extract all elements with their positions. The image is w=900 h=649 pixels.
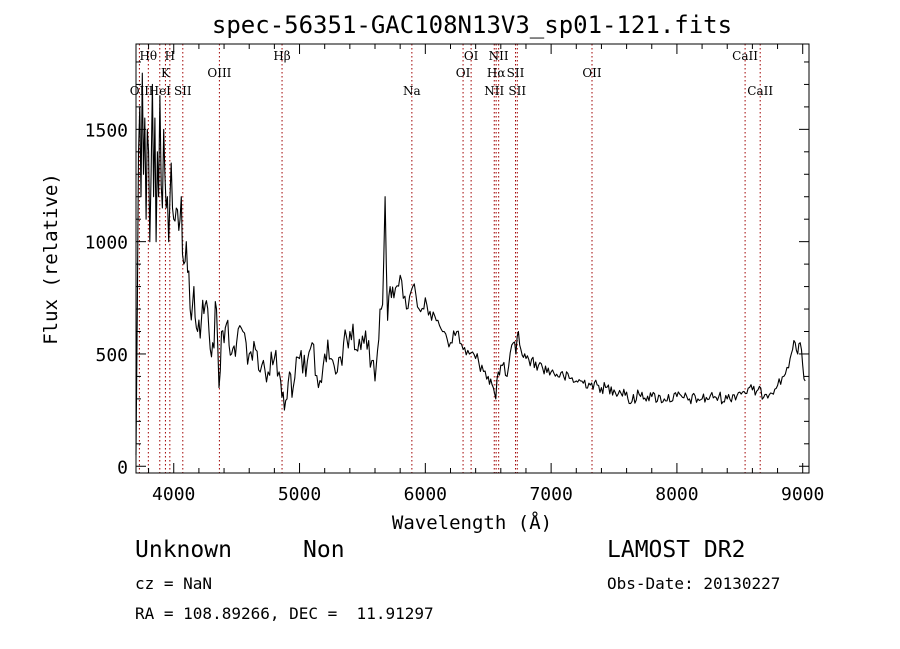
y-tick-label: 500 (95, 345, 128, 366)
plot-frame (135, 43, 810, 474)
line-marker-label: SII (508, 84, 526, 98)
x-axis-ticks: 4000 5000 6000 7000 8000 9000 (148, 44, 824, 505)
x-tick-label: 8000 (655, 484, 698, 505)
coordinates: RA = 108.89266, DEC = 11.91297 (135, 604, 434, 623)
x-tick-label: 7000 (529, 484, 572, 505)
line-marker-label: Na (403, 84, 421, 98)
object-subclass: Non (303, 537, 345, 563)
y-axis-ticks: 0 500 1000 1500 (85, 61, 809, 478)
y-tick-label: 1000 (85, 233, 128, 254)
spectral-line-markers (138, 44, 761, 473)
line-marker-label: NII (484, 84, 504, 98)
line-marker-label: OI (464, 49, 479, 63)
x-tick-label: 9000 (781, 484, 824, 505)
x-tick-label: 4000 (152, 484, 195, 505)
line-marker-label: CaII (732, 49, 758, 63)
line-marker-label: Hβ (273, 49, 290, 63)
x-tick-label: 5000 (278, 484, 321, 505)
line-marker-label: SII (174, 84, 192, 98)
line-marker-label: OI (456, 66, 471, 80)
y-tick-label: 0 (117, 457, 128, 478)
line-marker-label: SII (507, 66, 525, 80)
redshift-cz: cz = NaN (135, 574, 213, 593)
line-marker-label: CaII (747, 84, 773, 98)
line-marker-label: HeI (149, 84, 172, 98)
line-marker-label: H (165, 49, 175, 63)
survey-name: LAMOST DR2 (607, 537, 746, 563)
line-marker-label: OII (582, 66, 602, 80)
x-axis-label: Wavelength (Å) (392, 511, 552, 534)
line-marker-label: NII (489, 49, 509, 63)
observation-date: Obs-Date: 20130227 (607, 574, 781, 593)
line-marker-label: OIII (207, 66, 231, 80)
chart-title: spec-56351-GAC108N13V3_sp01-121.fits (212, 11, 732, 39)
line-marker-label: Hθ (139, 49, 157, 63)
line-marker-label: Hα (487, 66, 506, 80)
y-tick-label: 1500 (85, 120, 128, 141)
spectrum-line (135, 72, 806, 456)
y-axis-label: Flux (relative) (40, 173, 62, 345)
line-marker-label: K (161, 66, 171, 80)
x-tick-label: 6000 (404, 484, 447, 505)
object-class: Unknown (135, 537, 232, 563)
line-marker-label: OII (130, 84, 150, 98)
